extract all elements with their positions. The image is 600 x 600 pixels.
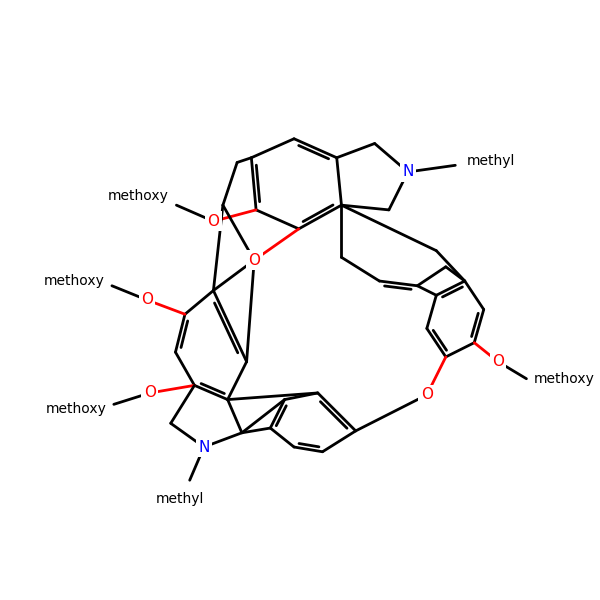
Text: methoxy: methoxy: [534, 372, 595, 386]
Text: O: O: [144, 385, 156, 400]
Text: N: N: [402, 164, 413, 179]
Text: methoxy: methoxy: [108, 188, 169, 203]
Text: methyl: methyl: [467, 154, 515, 167]
Text: O: O: [421, 388, 433, 403]
Text: methoxy: methoxy: [46, 402, 106, 416]
Text: O: O: [248, 253, 260, 268]
Text: O: O: [208, 214, 220, 229]
Text: O: O: [141, 292, 153, 307]
Text: N: N: [198, 440, 209, 455]
Text: O: O: [492, 354, 504, 369]
Text: methyl: methyl: [156, 491, 205, 506]
Text: methoxy: methoxy: [43, 274, 104, 288]
